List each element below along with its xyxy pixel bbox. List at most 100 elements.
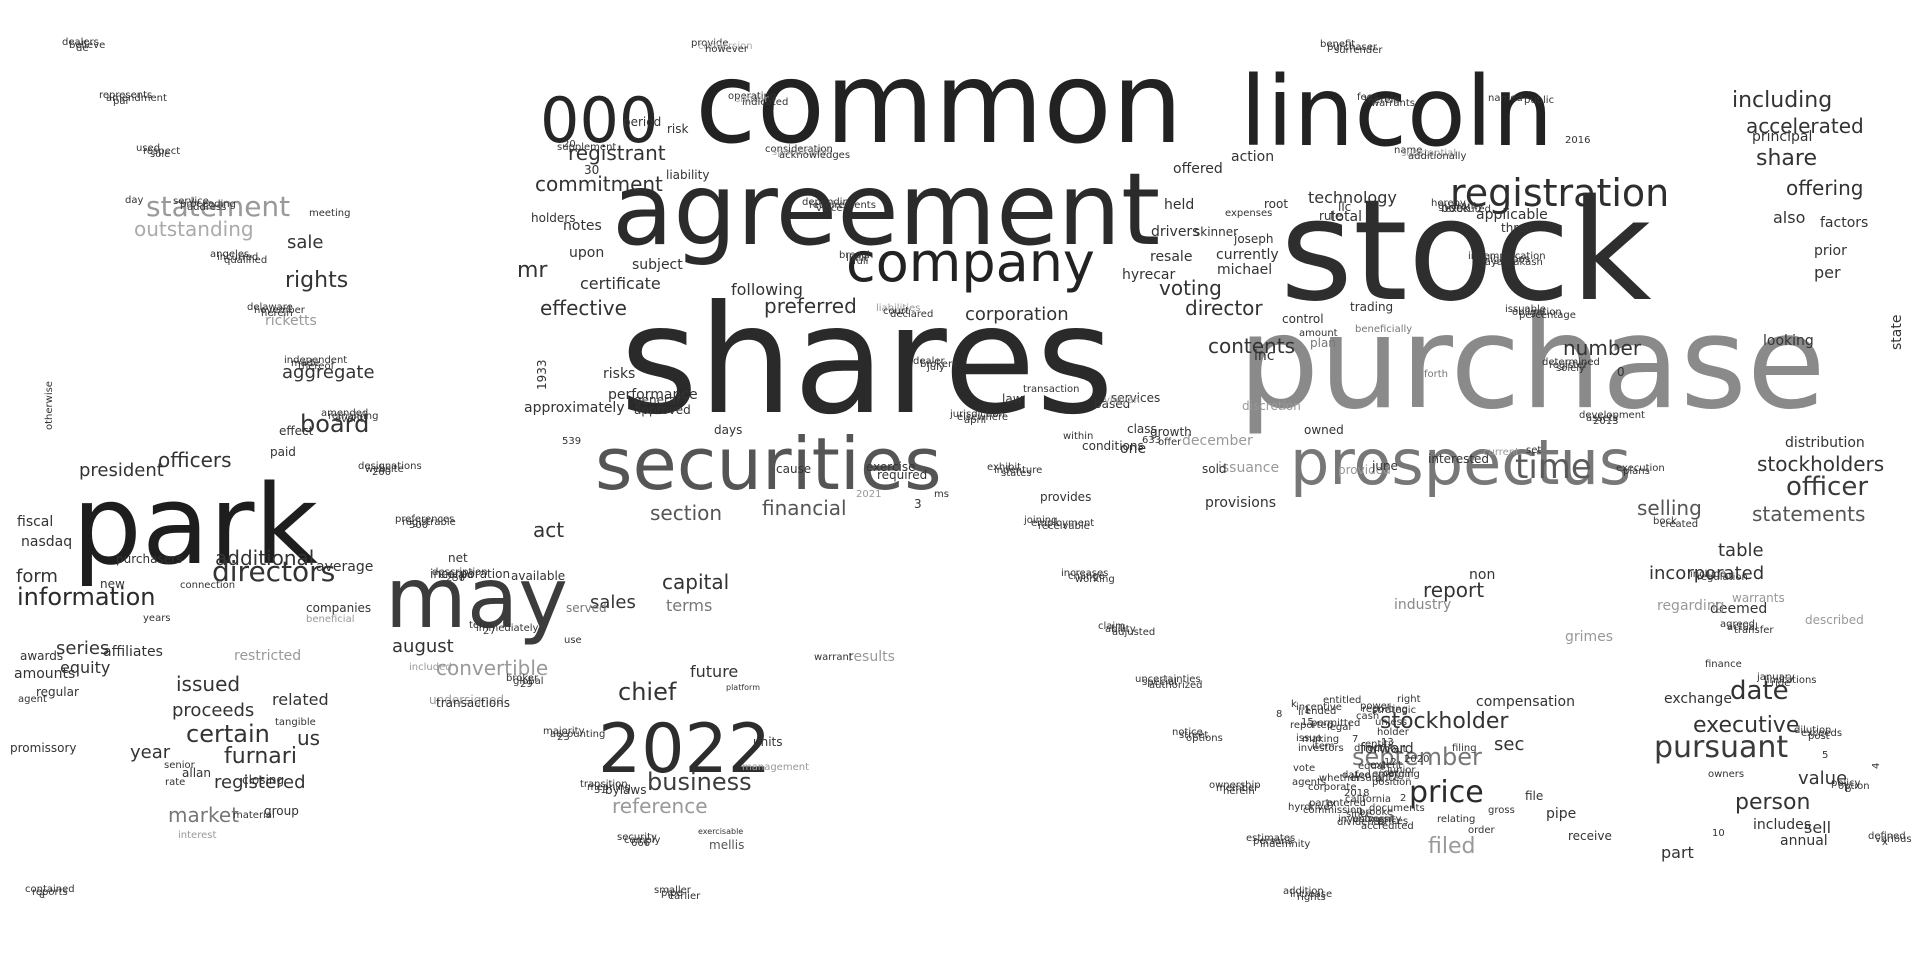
- word-filing-251: filing: [1452, 743, 1477, 754]
- word-number-52: number: [1563, 336, 1642, 360]
- word-name-342: name: [1394, 145, 1423, 156]
- word-since-280: since: [1346, 809, 1372, 820]
- word-comply-372: comply: [624, 835, 661, 846]
- word-offer-194: offer: [1158, 437, 1182, 448]
- word-beneficial-132: beneficial: [306, 614, 355, 625]
- word-therein-392: therein: [1364, 95, 1400, 106]
- word-party-279: party: [1309, 798, 1336, 809]
- word-holders-161: holders: [531, 211, 576, 225]
- word-regulation-401: regulation: [1697, 572, 1748, 583]
- word-insurance-277: insurance: [1351, 773, 1400, 784]
- word-633-217: 633: [1142, 435, 1162, 446]
- word-2018-243: 2018: [1344, 788, 1370, 799]
- word-officer-17: officer: [1786, 472, 1869, 502]
- word-global-369: global: [513, 676, 544, 687]
- word-direct-284: direct: [1354, 743, 1383, 754]
- word-december-218: december: [1182, 433, 1253, 449]
- word-liability-165: liability: [666, 168, 710, 182]
- word-fiscal-114: fiscal: [17, 514, 54, 530]
- word-stock-0: stock: [1280, 170, 1652, 333]
- word-obligations-395: obligations: [1475, 254, 1530, 265]
- word-growth-197: growth: [1150, 425, 1192, 439]
- word-specifically-376: specifically: [772, 147, 828, 158]
- word-allan-134: allan: [182, 766, 211, 780]
- word-proceeding-360: proceeding: [180, 199, 236, 210]
- word-services-198: services: [1111, 391, 1161, 405]
- word-interested-222: interested: [1428, 452, 1490, 466]
- word-michael-179: michael: [1217, 262, 1273, 278]
- word-per-87: per: [1814, 263, 1841, 282]
- word-majority-319: majority: [543, 726, 585, 737]
- word-terms-71: terms: [666, 596, 713, 615]
- word-currently-175: currently: [1216, 247, 1279, 263]
- word-registrant-53: registrant: [568, 141, 666, 165]
- word-ii-246: ii: [1298, 707, 1304, 718]
- word-service-309: service: [173, 196, 209, 207]
- word-right-267: right: [1397, 694, 1421, 705]
- word-based-199: based: [1094, 397, 1131, 411]
- word-principal-89: principal: [1752, 129, 1813, 145]
- word-drivers-174: drivers: [1151, 224, 1200, 240]
- word-27-419: 27: [483, 626, 496, 637]
- word-ownership-337: ownership: [1209, 780, 1261, 791]
- word-666-423: 666: [631, 838, 651, 849]
- word-13-272: 13: [1381, 737, 1394, 748]
- word-obligation-396: obligation: [1512, 307, 1562, 318]
- word-requirements-377: requirements: [809, 200, 876, 211]
- word-amendment-358: amendment: [106, 93, 167, 104]
- word-notice-336: notice: [1172, 727, 1203, 738]
- word-vote-261: vote: [1293, 763, 1316, 774]
- word-independent-312: independent: [284, 355, 348, 366]
- word-provisions-188: provisions: [1205, 495, 1276, 511]
- word-conditions-196: conditions: [1082, 439, 1144, 453]
- word-options-438: options: [1186, 733, 1223, 744]
- word-ride-403: ride: [1771, 678, 1791, 689]
- word-x-406: x: [1882, 837, 1888, 848]
- word-new-128: new: [100, 577, 125, 591]
- word-consideration-325: consideration: [765, 144, 833, 155]
- word-public-225: public: [1524, 95, 1555, 106]
- word-directors-16: directors: [212, 555, 336, 588]
- word-uncertainties-335: uncertainties: [1135, 674, 1201, 685]
- word-industry-102: industry: [1394, 597, 1452, 613]
- word-10-238: 10: [1712, 828, 1725, 839]
- word-selling-45: selling: [1637, 496, 1702, 520]
- word-qualified-412: qualified: [224, 255, 268, 266]
- word-preferred-40: preferred: [764, 294, 857, 318]
- word-23-421: 23: [557, 732, 570, 743]
- word-hyrdrive-263: hyrdrive: [1288, 802, 1330, 813]
- word-limit-378: limit: [846, 253, 868, 264]
- word-deemed-101: deemed: [1710, 601, 1768, 617]
- word-2016-229: 2016: [1565, 135, 1591, 146]
- word-without-285: without: [1369, 744, 1407, 755]
- word-warrant-151: warrant: [814, 652, 853, 663]
- word-class-193: class: [1127, 422, 1157, 436]
- word-securities-6: securities: [595, 422, 942, 506]
- word-entered-295: entered: [1327, 798, 1366, 809]
- word-risks-212: risks: [603, 366, 636, 382]
- word-accredited-281: accredited: [1361, 821, 1414, 832]
- word-emerging-250: emerging: [1372, 769, 1420, 780]
- word-full-429: full: [853, 256, 869, 267]
- word-provided-191: provided: [1338, 463, 1391, 477]
- word-actual-351: actual: [1727, 622, 1758, 633]
- word-0-232: 0: [1617, 365, 1625, 379]
- word-meaning-371: meaning: [587, 782, 631, 793]
- word-rule-172: rule: [1319, 209, 1343, 223]
- word-500-417: 500: [409, 520, 429, 531]
- word-voice-428: voice: [816, 203, 843, 214]
- word-agent-120: agent: [18, 694, 47, 705]
- word-august-69: august: [392, 636, 454, 657]
- word-factors-85: factors: [1820, 215, 1869, 231]
- word-included-143: included: [409, 662, 452, 673]
- word-april-432: april: [964, 415, 987, 426]
- word-4-234: 4: [1871, 762, 1882, 769]
- word-agreed-300: agreed: [1720, 619, 1756, 630]
- word-equity-111: equity: [60, 658, 111, 677]
- word-information-15: information: [17, 583, 156, 611]
- word-non-94: non: [1469, 567, 1496, 583]
- word-claim-334: claim: [1098, 621, 1125, 632]
- word-making-271: making: [1302, 734, 1340, 745]
- word-2-240: 2: [1400, 793, 1407, 804]
- word-however-425: however: [705, 44, 748, 55]
